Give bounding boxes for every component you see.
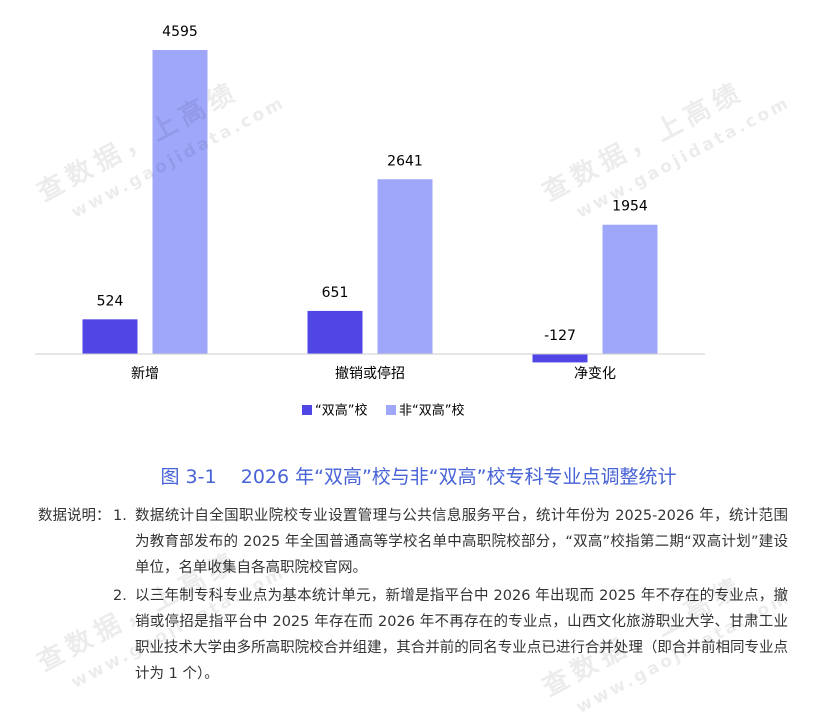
bar — [152, 50, 208, 354]
note-item: 2. 以三年制专科专业点为基本统计单元，新增是指平台中 2026 年出现而 20… — [113, 583, 788, 687]
note-number: 1. — [113, 508, 127, 524]
chart: 新增 524 4595 撤销或停招 651 2641 净变化 -127 1954 “双高”校 非“双… — [35, 24, 705, 419]
legend-swatch — [302, 405, 312, 415]
bar — [532, 354, 588, 363]
note-number: 2. — [113, 588, 127, 604]
value-label: -127 — [544, 328, 576, 344]
notes-label: 数据说明： — [38, 508, 111, 524]
caption: 图 3-1 2026 年“双高”校与非“双高”校专科专业点调整统计 — [160, 466, 677, 488]
bar — [377, 179, 433, 354]
x-tick-label: 净变化 — [574, 366, 616, 382]
note-text: 数据统计自全国职业院校专业设置管理与公共信息服务平台，统计年份为 2025-20… — [135, 508, 788, 576]
x-tick-label: 新增 — [131, 366, 159, 382]
value-label: 1954 — [612, 199, 648, 215]
legend-label: 非“双高”校 — [399, 403, 464, 419]
legend-swatch — [386, 405, 396, 415]
bar — [82, 319, 138, 354]
bar — [307, 310, 363, 354]
value-label: 4595 — [162, 24, 198, 40]
x-tick-label: 撤销或停招 — [335, 365, 405, 382]
value-label: 651 — [322, 285, 349, 301]
note-item: 1. 数据统计自全国职业院校专业设置管理与公共信息服务平台，统计年份为 2025… — [113, 503, 788, 581]
legend-label: “双高”校 — [315, 403, 367, 419]
bar — [602, 224, 658, 354]
note-text: 以三年制专科专业点为基本统计单元，新增是指平台中 2026 年出现而 2025 … — [135, 588, 788, 682]
value-label: 2641 — [387, 153, 423, 169]
value-label: 524 — [97, 293, 124, 309]
